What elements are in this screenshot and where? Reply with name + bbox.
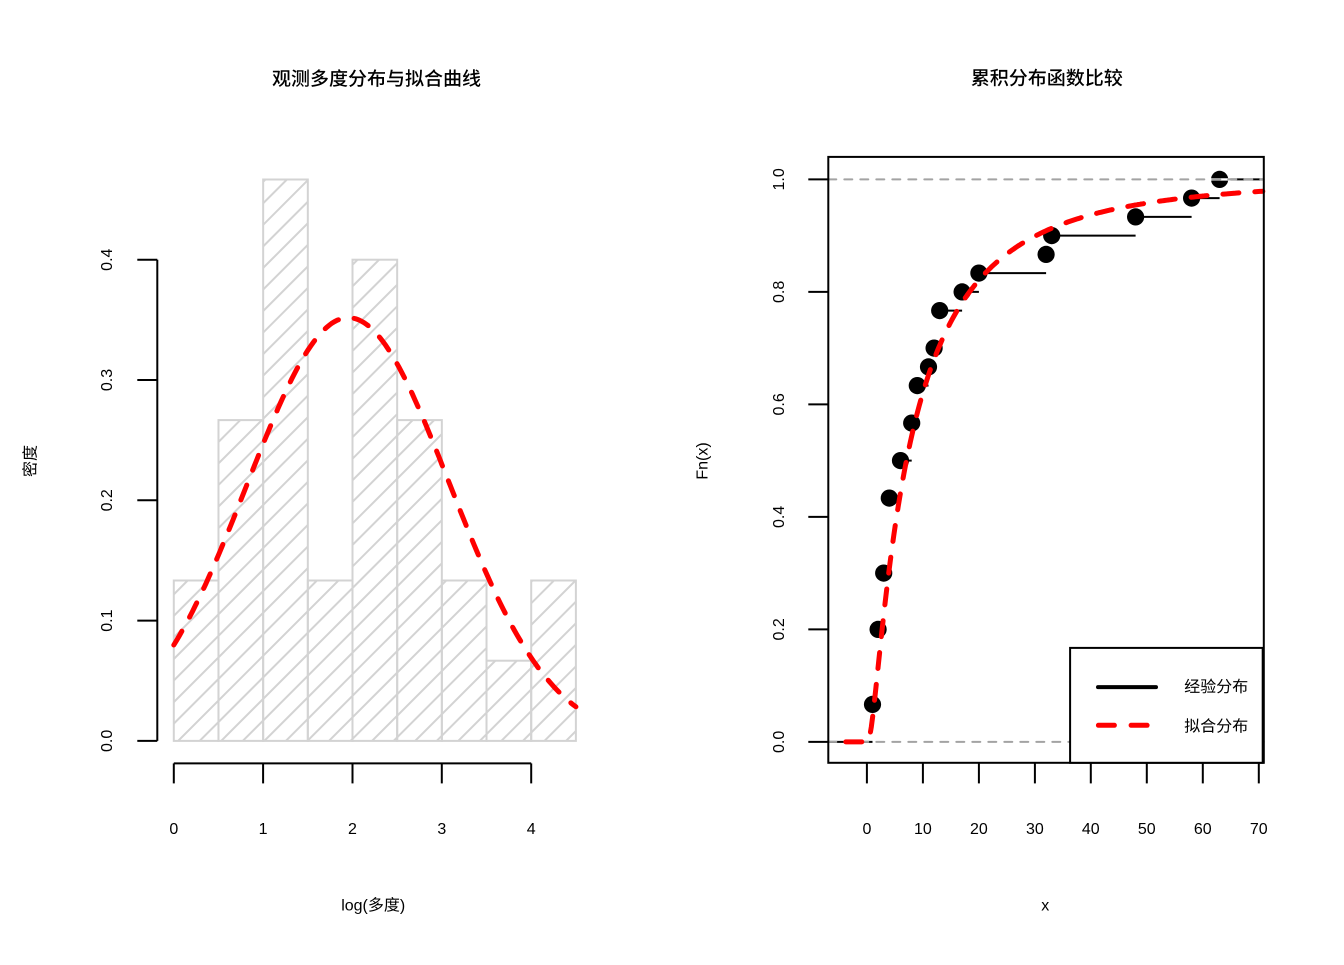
svg-text:1: 1	[259, 821, 268, 838]
svg-text:0.3: 0.3	[99, 369, 116, 391]
svg-text:10: 10	[914, 821, 932, 838]
svg-text:0.0: 0.0	[771, 731, 788, 753]
svg-text:Fn(x): Fn(x)	[694, 442, 711, 479]
svg-text:x: x	[1041, 898, 1049, 915]
svg-text:4: 4	[527, 821, 536, 838]
svg-text:50: 50	[1138, 821, 1156, 838]
svg-text:0: 0	[169, 821, 178, 838]
svg-text:0.1: 0.1	[99, 609, 116, 631]
svg-text:20: 20	[970, 821, 988, 838]
svg-text:70: 70	[1250, 821, 1268, 838]
svg-text:2: 2	[348, 821, 357, 838]
svg-text:0: 0	[862, 821, 871, 838]
svg-text:0.0: 0.0	[99, 730, 116, 752]
svg-text:0.8: 0.8	[771, 281, 788, 303]
svg-text:0.6: 0.6	[771, 393, 788, 415]
svg-text:1.0: 1.0	[771, 168, 788, 190]
svg-text:log(: log(	[341, 898, 368, 915]
svg-text:0.4: 0.4	[771, 506, 788, 528]
svg-text:0.2: 0.2	[99, 489, 116, 511]
svg-text:): )	[400, 898, 405, 915]
svg-text:0.4: 0.4	[99, 248, 116, 270]
svg-text:30: 30	[1026, 821, 1044, 838]
svg-text:60: 60	[1194, 821, 1212, 838]
svg-text:40: 40	[1082, 821, 1100, 838]
svg-text:3: 3	[437, 821, 446, 838]
svg-text:0.2: 0.2	[771, 618, 788, 640]
